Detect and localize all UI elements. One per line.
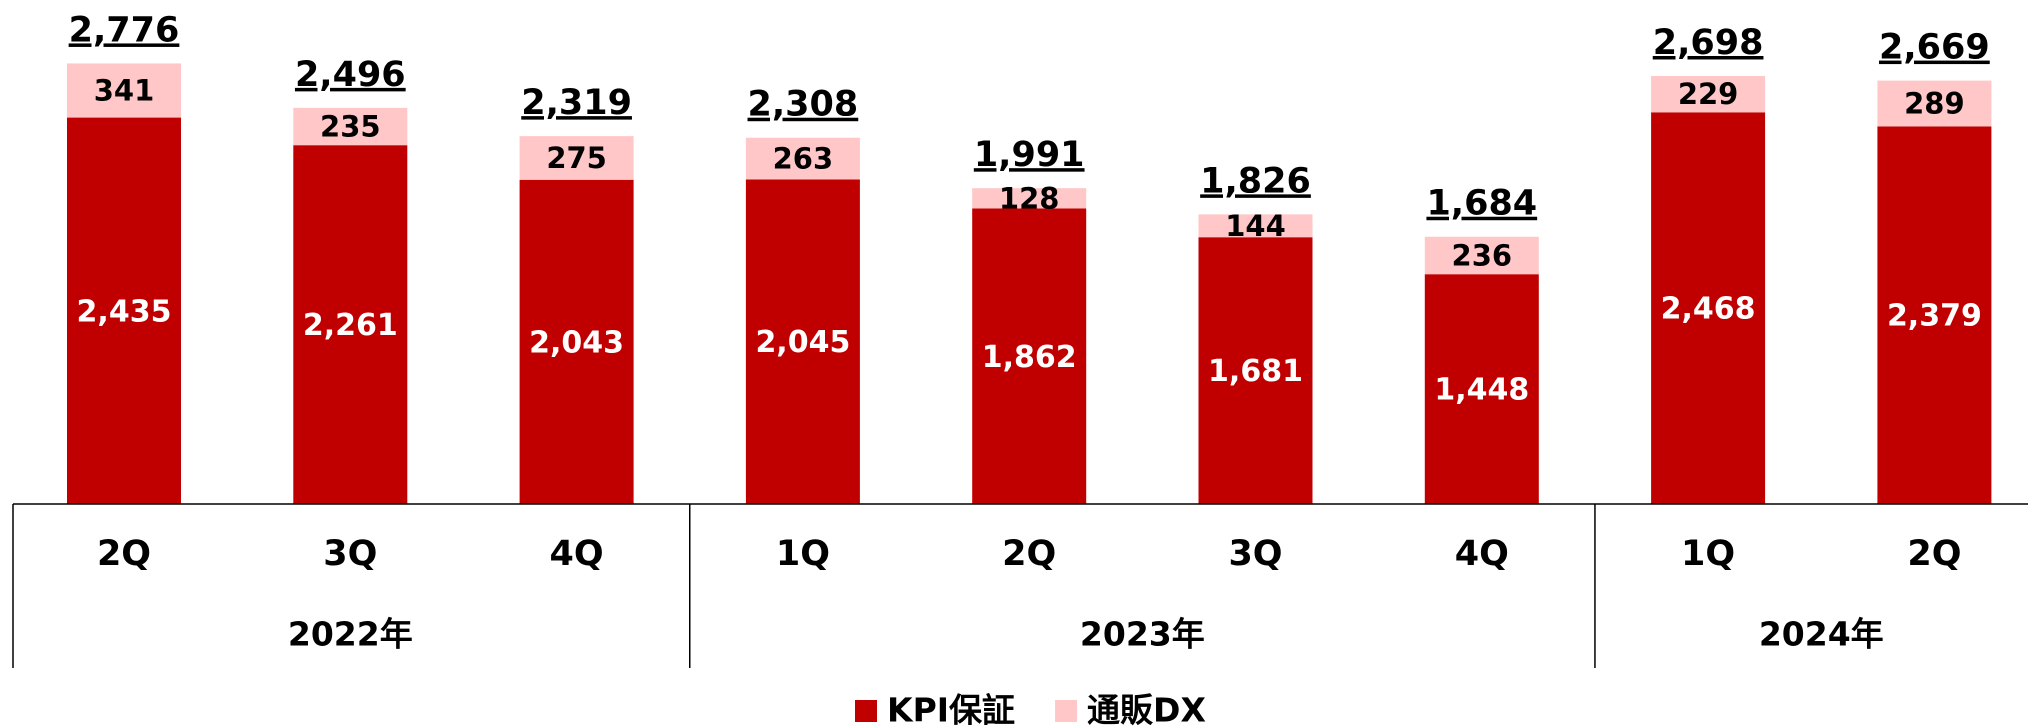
legend-swatch (1055, 700, 1078, 722)
total-label: 2,776 (69, 10, 180, 50)
bar-segment (1877, 126, 1992, 504)
value-label: 2,045 (755, 325, 850, 360)
x-tick-label: 4Q (1455, 534, 1509, 574)
bar-segment (67, 63, 181, 118)
legend-swatch (855, 700, 877, 722)
bar-segment (1877, 80, 1992, 127)
total-label: 2,698 (1653, 23, 1764, 63)
value-label: 1,448 (1434, 373, 1529, 408)
bar-segment (1424, 236, 1539, 275)
bar-segment (519, 136, 634, 180)
bar-segment (293, 145, 408, 504)
bar-segment (1651, 75, 1766, 113)
value-label: 128 (999, 181, 1060, 215)
bar-segment (293, 107, 408, 146)
value-label: 289 (1904, 87, 1965, 121)
value-label: 1,862 (982, 340, 1077, 375)
bar-segment (1651, 112, 1766, 504)
value-label: 263 (773, 142, 834, 176)
value-label: 229 (1678, 77, 1739, 111)
bar-segment (745, 137, 860, 180)
group-label: 2024年 (1759, 615, 1884, 654)
x-tick-label: 3Q (323, 534, 377, 574)
total-label: 1,684 (1426, 184, 1537, 224)
value-label: 236 (1452, 238, 1513, 272)
total-label: 2,319 (521, 83, 632, 123)
value-label: 1,681 (1208, 354, 1303, 389)
group-label: 2023年 (1080, 615, 1205, 654)
x-tick-label: 2Q (1002, 534, 1056, 574)
x-tick-label: 1Q (776, 534, 830, 574)
x-tick-label: 2Q (1907, 534, 1961, 574)
total-label: 2,308 (748, 85, 859, 125)
legend-label: KPI保証 (887, 691, 1015, 727)
value-label: 2,261 (303, 308, 398, 343)
bar-segment (519, 179, 634, 505)
bar-segment (1198, 237, 1313, 505)
bar-segment (972, 188, 1087, 209)
x-tick-label: 2Q (97, 534, 151, 574)
value-label: 2,435 (77, 294, 172, 329)
x-tick-label: 1Q (1681, 534, 1735, 574)
value-label: 2,043 (529, 325, 624, 360)
value-label: 144 (1225, 209, 1286, 243)
total-label: 1,826 (1200, 161, 1311, 201)
value-label: 2,468 (1661, 292, 1756, 327)
value-label: 235 (320, 110, 381, 144)
bar-segment (1198, 214, 1313, 238)
bar-segment (972, 208, 1087, 504)
total-label: 2,496 (295, 55, 406, 95)
x-tick-label: 4Q (550, 534, 604, 574)
total-label: 1,991 (974, 135, 1085, 175)
value-label: 2,379 (1887, 299, 1982, 334)
x-tick-label: 3Q (1228, 534, 1282, 574)
group-label: 2022年 (288, 615, 413, 654)
total-label: 2,669 (1879, 28, 1990, 68)
bar-segment (745, 179, 860, 504)
bar-segment (1424, 274, 1539, 504)
value-label: 341 (94, 74, 155, 108)
value-label: 275 (546, 141, 607, 175)
legend-label: 通販DX (1087, 691, 1206, 727)
bar-segment (67, 117, 181, 505)
